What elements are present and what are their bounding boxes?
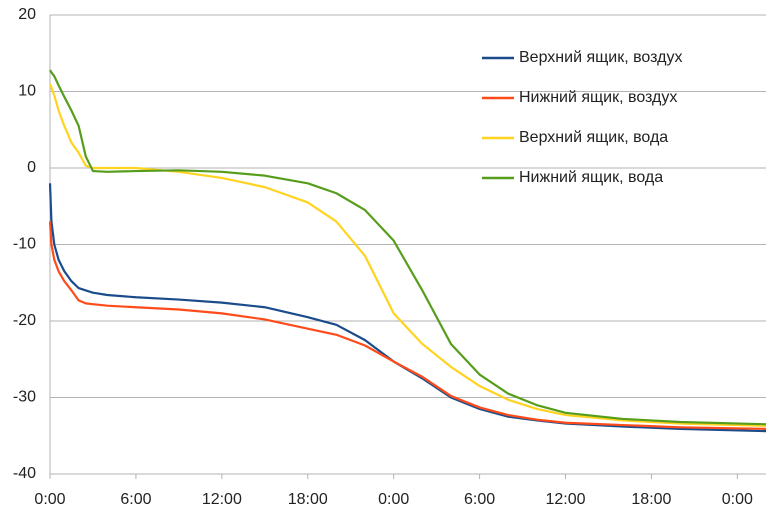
series-line	[49, 69, 767, 426]
x-tick-label: 0:00	[722, 491, 753, 508]
y-tick-label: 0	[27, 159, 36, 176]
x-tick-label: 12:00	[545, 491, 585, 508]
x-tick-label: 18:00	[631, 491, 671, 508]
y-tick-label: -10	[13, 236, 36, 253]
legend-label: Верхний ящик, воздух	[519, 49, 682, 66]
x-tick-label: 0:00	[34, 491, 65, 508]
legend-label: Верхний ящик, вода	[519, 129, 668, 146]
x-tick-label: 18:00	[288, 491, 328, 508]
y-tick-label: -40	[13, 465, 36, 482]
y-tick-label: 10	[18, 83, 36, 100]
x-tick-label: 6:00	[120, 491, 151, 508]
y-tick-label: -30	[13, 389, 36, 406]
y-tick-label: 20	[18, 6, 36, 23]
y-tick-label: -20	[13, 312, 36, 329]
x-tick-label: 0:00	[378, 491, 409, 508]
x-tick-label: 12:00	[202, 491, 242, 508]
legend-label: Нижний ящик, воздух	[519, 89, 677, 106]
legend-label: Нижний ящик, вода	[519, 169, 663, 186]
series-line	[48, 83, 767, 427]
series-line	[48, 221, 767, 430]
x-tick-label: 6:00	[464, 491, 495, 508]
series-line	[48, 183, 767, 433]
